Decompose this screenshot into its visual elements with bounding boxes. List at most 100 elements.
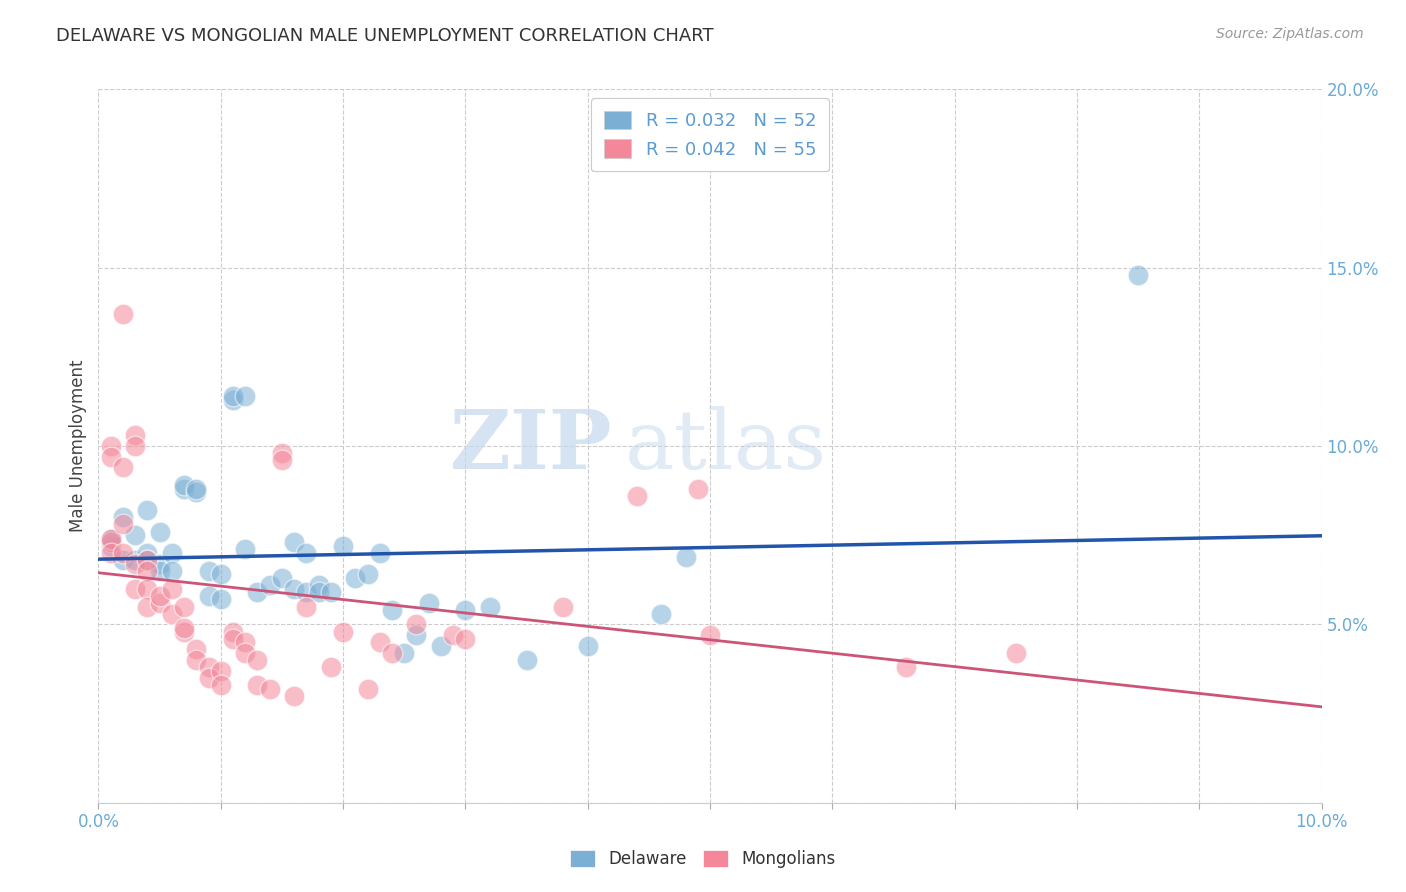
Point <box>149 596 172 610</box>
Point <box>405 628 427 642</box>
Point <box>124 553 146 567</box>
Point <box>173 478 195 492</box>
Point <box>894 660 917 674</box>
Point <box>209 678 232 692</box>
Point <box>186 485 208 500</box>
Text: atlas: atlas <box>624 406 827 486</box>
Point <box>111 510 134 524</box>
Point <box>222 389 245 403</box>
Point <box>233 389 256 403</box>
Point <box>283 582 305 596</box>
Point <box>283 689 305 703</box>
Point <box>332 624 354 639</box>
Point <box>197 589 219 603</box>
Point <box>576 639 599 653</box>
Text: DELAWARE VS MONGOLIAN MALE UNEMPLOYMENT CORRELATION CHART: DELAWARE VS MONGOLIAN MALE UNEMPLOYMENT … <box>56 27 714 45</box>
Point <box>246 585 269 599</box>
Point <box>136 599 159 614</box>
Point <box>454 632 477 646</box>
Text: Source: ZipAtlas.com: Source: ZipAtlas.com <box>1216 27 1364 41</box>
Point <box>111 517 134 532</box>
Point <box>209 664 232 678</box>
Point <box>222 632 245 646</box>
Point <box>233 542 256 557</box>
Point <box>356 567 378 582</box>
Point <box>160 582 183 596</box>
Point <box>136 553 159 567</box>
Point <box>160 546 183 560</box>
Point <box>173 621 195 635</box>
Legend: R = 0.032   N = 52, R = 0.042   N = 55: R = 0.032 N = 52, R = 0.042 N = 55 <box>592 98 828 171</box>
Point <box>222 624 245 639</box>
Point <box>186 482 208 496</box>
Point <box>124 439 146 453</box>
Point <box>160 564 183 578</box>
Point <box>332 539 354 553</box>
Point <box>1004 646 1026 660</box>
Point <box>405 617 427 632</box>
Point <box>160 607 183 621</box>
Point <box>344 571 367 585</box>
Point <box>100 532 122 546</box>
Point <box>626 489 648 503</box>
Point <box>111 553 134 567</box>
Point <box>308 578 330 592</box>
Point <box>233 646 256 660</box>
Point <box>186 653 208 667</box>
Point <box>699 628 721 642</box>
Point <box>100 450 122 464</box>
Point <box>270 446 292 460</box>
Point <box>100 532 122 546</box>
Point <box>259 578 281 592</box>
Point <box>478 599 501 614</box>
Point <box>356 681 378 696</box>
Point <box>418 596 440 610</box>
Point <box>295 599 318 614</box>
Point <box>650 607 672 621</box>
Point <box>136 553 159 567</box>
Point <box>259 681 281 696</box>
Point <box>686 482 709 496</box>
Point <box>209 592 232 607</box>
Point <box>149 564 172 578</box>
Point <box>454 603 477 617</box>
Point <box>149 557 172 571</box>
Point <box>173 599 195 614</box>
Point <box>149 524 172 539</box>
Point <box>1128 268 1150 282</box>
Point <box>124 528 146 542</box>
Point <box>197 671 219 685</box>
Point <box>553 599 575 614</box>
Point <box>111 307 134 321</box>
Point <box>441 628 464 642</box>
Point <box>149 589 172 603</box>
Point <box>136 503 159 517</box>
Point <box>381 603 404 617</box>
Point <box>173 482 195 496</box>
Point <box>197 660 219 674</box>
Point <box>516 653 538 667</box>
Point <box>111 546 134 560</box>
Point <box>283 535 305 549</box>
Point <box>246 653 269 667</box>
Point <box>124 582 146 596</box>
Point <box>319 585 342 599</box>
Point <box>100 535 122 549</box>
Point <box>381 646 404 660</box>
Point <box>295 546 318 560</box>
Point <box>124 557 146 571</box>
Point <box>319 660 342 674</box>
Point <box>675 549 697 564</box>
Point <box>186 642 208 657</box>
Point <box>136 564 159 578</box>
Point <box>209 567 232 582</box>
Point <box>100 439 122 453</box>
Point <box>100 539 122 553</box>
Point <box>197 564 219 578</box>
Text: ZIP: ZIP <box>450 406 612 486</box>
Legend: Delaware, Mongolians: Delaware, Mongolians <box>564 843 842 875</box>
Point <box>173 624 195 639</box>
Point <box>136 582 159 596</box>
Point <box>222 392 245 407</box>
Point <box>270 453 292 467</box>
